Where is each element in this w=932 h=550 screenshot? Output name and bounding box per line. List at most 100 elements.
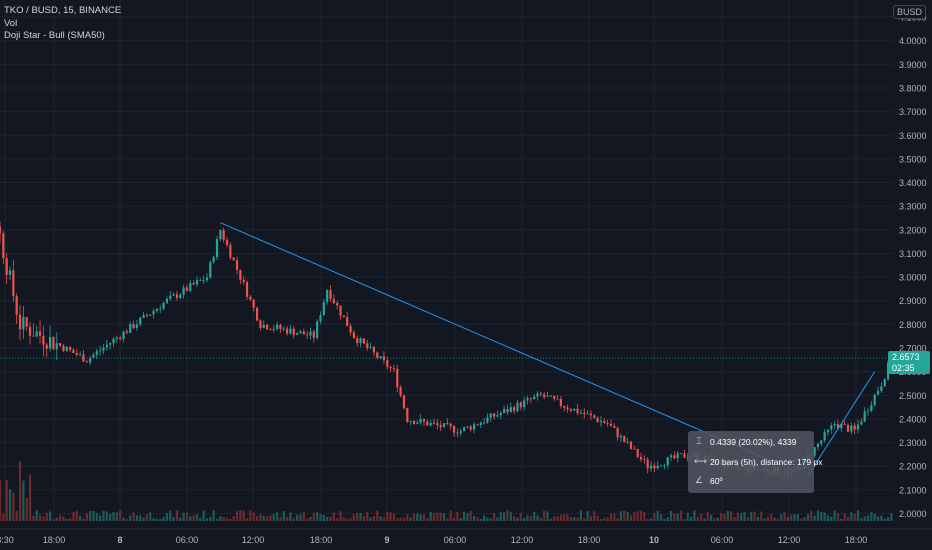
candle-down — [2, 233, 5, 259]
candle-up — [442, 423, 446, 428]
candle-down — [259, 320, 262, 329]
legend-indicator[interactable]: Doji Star - Bull (SMA50) — [4, 30, 105, 41]
volume-bar — [72, 512, 75, 521]
candle-down — [633, 448, 636, 450]
candle-up — [830, 425, 833, 430]
volume-bar — [292, 518, 295, 521]
legend-volume[interactable]: Vol — [4, 17, 18, 29]
candle-down — [145, 314, 148, 316]
volume-bar — [656, 510, 659, 521]
volume-bar — [379, 516, 382, 521]
volume-bar — [676, 513, 679, 521]
volume-bar — [639, 510, 643, 521]
volume-bar — [372, 515, 376, 521]
volume-bar — [683, 518, 686, 521]
time-tick-label: 18:00 — [310, 535, 333, 545]
volume-bar — [316, 511, 319, 521]
volume-bar — [636, 511, 639, 521]
volume-bar — [382, 517, 386, 521]
candle-down — [192, 283, 195, 285]
candle-up — [8, 270, 12, 275]
candle-down — [342, 315, 345, 318]
candle-up — [850, 425, 853, 432]
volume-bar — [306, 518, 309, 521]
volume-bar — [175, 510, 179, 521]
volume-bar — [152, 518, 155, 521]
volume-bar — [22, 480, 25, 521]
volume-bar — [212, 510, 215, 521]
volume-bar — [346, 518, 349, 521]
volume-bar — [356, 512, 359, 521]
price-tick-label: 2.2000 — [899, 462, 927, 472]
candle-down — [372, 347, 376, 353]
candle-up — [860, 421, 863, 425]
volume-bar — [199, 517, 202, 521]
candle-down — [45, 344, 48, 349]
candle-down — [653, 465, 656, 469]
candle-up — [659, 465, 663, 467]
candle-up — [299, 331, 302, 334]
volume-bar — [122, 517, 125, 521]
volume-bar — [322, 514, 325, 521]
candle-up — [579, 412, 583, 414]
volume-bar — [503, 512, 506, 521]
candle-down — [636, 448, 639, 457]
volume-bar — [95, 512, 98, 521]
volume-bar — [452, 517, 456, 521]
candle-down — [332, 298, 335, 303]
volume-bar — [840, 518, 843, 521]
currency-badge[interactable]: BUSD — [892, 5, 926, 19]
volume-bar — [15, 511, 18, 521]
volume-bar — [730, 511, 733, 521]
volume-bar — [279, 516, 282, 521]
candle-up — [813, 447, 816, 456]
measure-line[interactable] — [807, 371, 876, 476]
volume-bar — [583, 517, 586, 521]
volume-bar — [162, 516, 165, 521]
volume-bar — [780, 514, 783, 521]
volume-bar — [115, 512, 118, 521]
volume-bar — [489, 518, 492, 521]
candle-up — [619, 435, 623, 438]
volume-bar — [469, 510, 472, 521]
volume-bar — [249, 510, 252, 521]
volume-bar — [740, 513, 743, 521]
candle-down — [402, 395, 406, 409]
candle-up — [195, 280, 199, 285]
volume-bar — [833, 510, 836, 521]
candle-down — [639, 456, 643, 460]
volume-bar — [643, 512, 646, 521]
volume-bar — [706, 511, 709, 521]
volume-bar — [142, 517, 145, 521]
candle-down — [422, 419, 426, 422]
volume-bar — [262, 515, 265, 521]
candle-down — [292, 328, 295, 336]
candle-down — [175, 294, 179, 298]
candle-up — [863, 411, 866, 422]
candle-up — [883, 379, 886, 387]
candle-down — [382, 356, 386, 361]
price-tick-label: 3.5000 — [899, 154, 927, 164]
volume-bar — [296, 514, 299, 521]
legend-symbol[interactable]: TKO / BUSD, 15, BINANCE — [4, 5, 122, 16]
volume-bar — [105, 511, 108, 521]
volume-bar — [229, 518, 232, 521]
volume-bar — [242, 510, 245, 521]
candle-up — [599, 420, 603, 422]
trend-line[interactable] — [220, 222, 795, 472]
candle-down — [28, 326, 32, 336]
volume-bar — [553, 516, 556, 521]
candle-down — [519, 402, 522, 408]
volume-bar — [856, 510, 860, 521]
candle-up — [826, 429, 830, 433]
candle-up — [22, 317, 25, 330]
volume-bar — [609, 513, 613, 521]
candle-up — [155, 308, 159, 311]
volume-bar — [369, 517, 372, 521]
volume-bar — [336, 518, 339, 521]
candle-up — [669, 455, 673, 458]
candle-up — [840, 424, 843, 429]
volume-bar — [586, 511, 589, 521]
